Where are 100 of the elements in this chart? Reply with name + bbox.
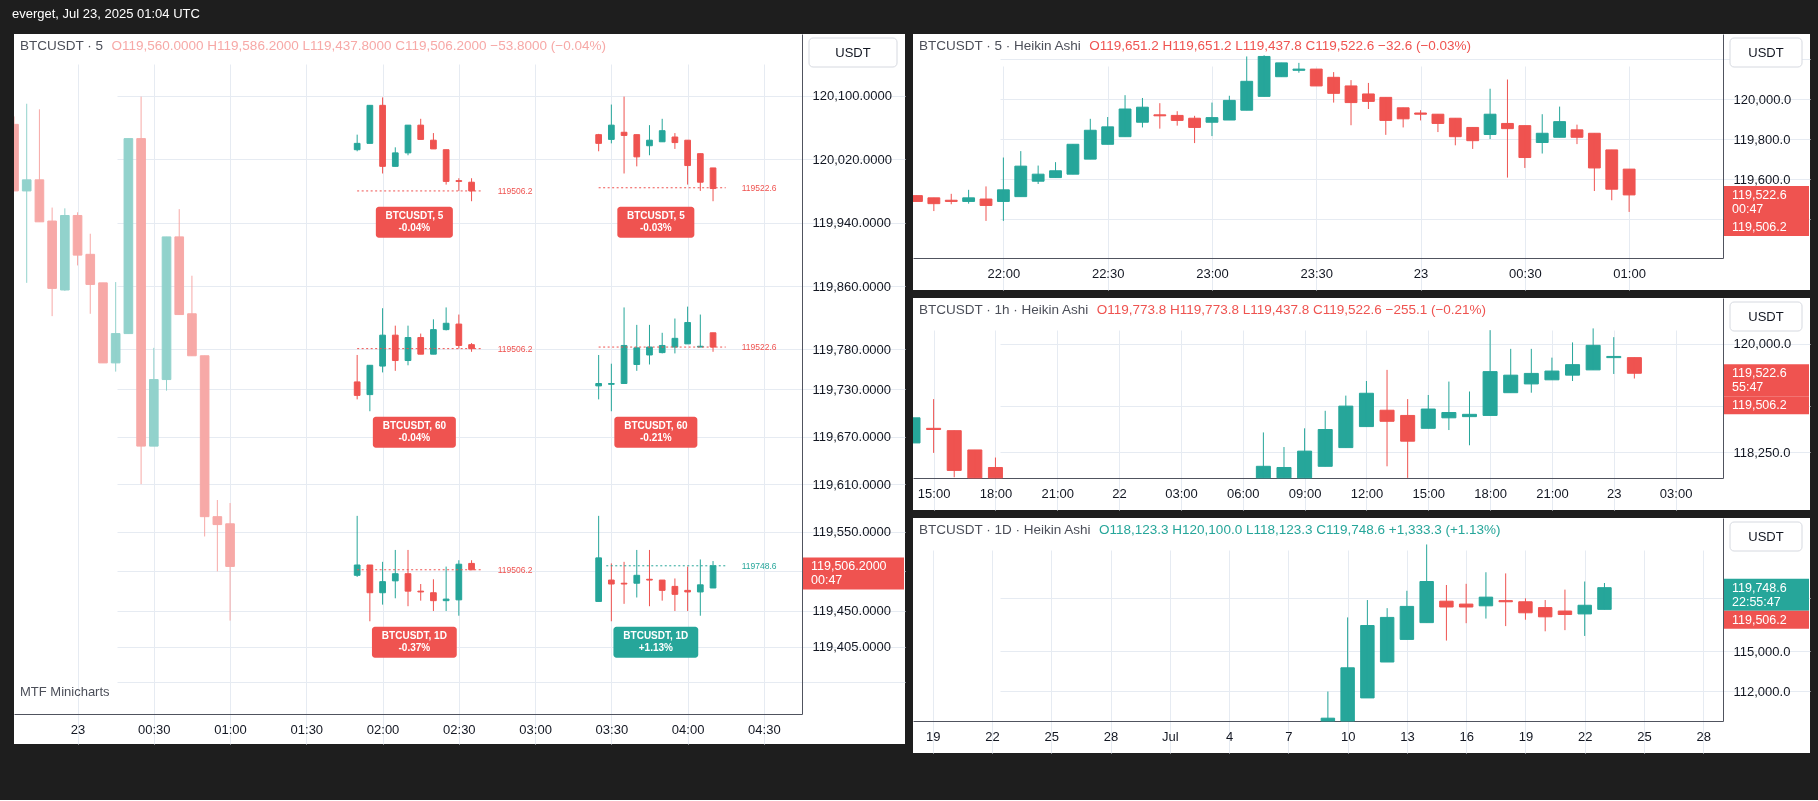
candlestick <box>1557 589 1573 631</box>
y-axis-title: USDT <box>1748 529 1784 544</box>
x-tick-label: 15:00 <box>917 485 951 501</box>
y-tick-label: 119,450.0000 <box>812 603 892 619</box>
x-tick-label: 25 <box>1044 728 1060 744</box>
annotation: BTCUSDT, 60 -0.21% <box>624 420 688 444</box>
x-tick-label: 23 <box>1607 485 1622 501</box>
candlestick <box>1188 115 1201 144</box>
annotation: 119748.6 <box>741 560 777 571</box>
candlestick <box>85 233 96 315</box>
x-tick-label: 00:30 <box>1509 265 1542 281</box>
y-tick-label: 119,940.0000 <box>812 215 892 231</box>
x-tick-label: 04:00 <box>671 721 705 737</box>
candlestick <box>1518 597 1533 621</box>
annotation: 119506.2 <box>497 343 533 354</box>
candlestick <box>1205 102 1219 137</box>
x-tick-label: 03:30 <box>595 721 629 737</box>
x-tick-label: 21:00 <box>1041 485 1075 501</box>
text: everget, Jul 23, 2025 01:04 UTC <box>12 6 200 21</box>
candlestick <box>967 449 983 479</box>
x-tick-label: 19 <box>1518 728 1534 744</box>
x-tick-label: 03:00 <box>519 721 552 737</box>
x-tick-label: 06:00 <box>1227 485 1260 501</box>
y-tick-label: 119,670.0000 <box>812 429 892 445</box>
x-tick-label: 23:00 <box>1196 265 1229 281</box>
chart-title: BTCUSDT · 1h · Heikin Ashi <box>919 302 1089 317</box>
candlestick <box>1585 327 1601 371</box>
text: 119,522.6 55:47 <box>1732 366 1787 395</box>
x-tick-label: 22:00 <box>987 265 1021 281</box>
candlestick <box>608 562 615 622</box>
x-tick-label: Jul <box>1162 728 1179 744</box>
candlestick <box>404 124 412 156</box>
text: 119,506.2 <box>1732 219 1787 234</box>
candlestick <box>927 197 941 212</box>
y-tick-label: 119,550.0000 <box>812 524 892 540</box>
candlestick <box>1626 357 1642 380</box>
candlestick <box>1565 341 1581 382</box>
candlestick <box>1292 62 1306 74</box>
x-tick-label: 15:00 <box>1412 485 1446 501</box>
candlestick <box>620 561 628 605</box>
candlestick <box>353 515 361 578</box>
candlestick <box>1255 431 1271 479</box>
annotation: BTCUSDT, 1D -0.37% <box>381 630 447 654</box>
candlestick <box>646 324 653 365</box>
candlestick <box>430 578 437 612</box>
y-tick-label: 119,800.0 <box>1733 131 1791 147</box>
candlestick <box>1083 118 1097 160</box>
candlestick <box>595 133 602 152</box>
candlestick <box>442 566 450 612</box>
y-axis-title: USDT <box>835 45 871 60</box>
candlestick <box>1031 165 1045 185</box>
x-tick-label: 23:30 <box>1300 265 1334 281</box>
chart-subtitle: O118,123.3 H120,100.0 L118,123.3 C119,748.6 +1,333.3 (+1.13%) <box>1099 522 1501 537</box>
x-tick-label: 03:00 <box>1659 485 1693 501</box>
candlestick <box>430 318 437 355</box>
candlestick <box>1360 599 1375 699</box>
annotation: 119506.2 <box>497 564 533 575</box>
y-tick-label: 119,860.0000 <box>812 278 892 294</box>
candlestick <box>1544 357 1560 381</box>
x-tick-label: 23 <box>70 721 86 737</box>
annotation: 119522.6 <box>741 182 777 193</box>
candlestick <box>123 138 134 335</box>
candlestick <box>946 430 962 478</box>
x-tick-label: 21:00 <box>1536 485 1569 501</box>
y-axis-title: USDT <box>1748 309 1784 324</box>
x-tick-label: 01:00 <box>1613 265 1646 281</box>
y-tick-label: 120,020.0000 <box>812 151 893 167</box>
candlestick <box>212 499 223 572</box>
x-tick-label: 22 <box>1577 728 1593 744</box>
x-tick-label: 00:30 <box>138 721 171 737</box>
x-tick-label: 01:30 <box>290 721 324 737</box>
candlestick <box>148 347 159 447</box>
y-tick-label: 119,600.0 <box>1733 171 1791 187</box>
candlestick <box>1358 380 1374 428</box>
candlestick <box>1501 79 1514 179</box>
candlestick <box>1275 62 1288 78</box>
candlestick <box>1396 107 1410 128</box>
candlestick <box>1136 97 1149 128</box>
candlestick <box>1379 607 1395 663</box>
candlestick <box>98 282 108 364</box>
candlestick <box>633 324 641 372</box>
candlestick <box>595 354 602 400</box>
candlestick <box>174 208 185 316</box>
candlestick <box>1379 369 1395 467</box>
candlestick <box>1570 124 1584 145</box>
candlestick <box>72 211 83 266</box>
x-tick-label: 7 <box>1285 728 1293 744</box>
x-tick-label: 22 <box>1112 485 1127 501</box>
y-tick-label: 119,405.0000 <box>812 639 892 655</box>
x-tick-label: 02:00 <box>366 721 400 737</box>
y-tick-label: 112,000.0 <box>1733 683 1791 699</box>
candlestick <box>684 306 691 345</box>
candlestick <box>1327 71 1341 104</box>
candlestick <box>1448 117 1462 146</box>
candlestick <box>417 583 425 602</box>
text: 119,506.2 <box>1732 398 1787 413</box>
candlestick <box>1049 161 1062 179</box>
candlestick <box>1400 398 1416 479</box>
candlestick <box>1605 149 1619 201</box>
candlestick <box>391 146 399 167</box>
